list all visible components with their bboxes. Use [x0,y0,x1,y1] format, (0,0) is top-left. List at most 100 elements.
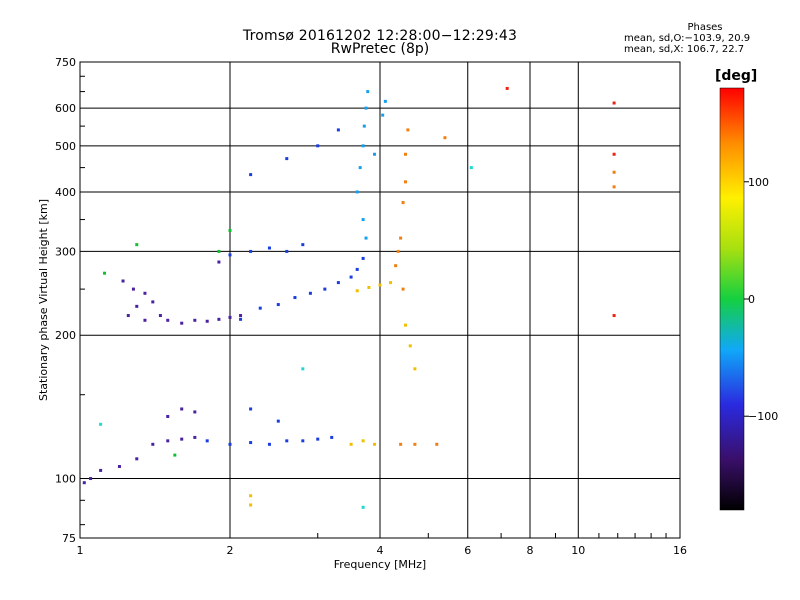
y-tick-label: 300 [55,245,76,258]
plot-frame [79,61,681,539]
data-point [135,243,139,247]
data-point [469,166,473,170]
data-point [399,442,403,446]
phase-stats-x-mode: mean, sd,X: 106.7, 22.7 [624,44,745,55]
data-point [435,442,439,446]
data-point [117,464,121,468]
data-point [249,441,253,445]
y-tick-label: 100 [55,473,76,486]
data-point [285,249,289,253]
data-point [361,144,365,148]
data-point [249,503,253,507]
data-point [383,99,387,103]
data-point [361,505,365,509]
data-point [349,275,353,279]
data-points [82,86,616,509]
data-point [373,152,377,156]
data-point [355,289,359,293]
data-point [366,90,370,94]
data-point [205,439,209,443]
y-tick-label: 200 [55,329,76,342]
data-point [316,144,320,148]
y-tick-label: 600 [55,102,76,115]
data-point [301,243,305,247]
data-point [612,101,616,105]
colorbar [719,87,745,511]
data-point [249,407,253,411]
data-point [249,173,253,177]
phase-stats-o-mode: mean, sd,O:−103.9, 20.9 [624,33,751,44]
data-point [217,317,221,321]
data-point [612,152,616,156]
data-point [166,439,170,443]
data-point [367,285,371,289]
data-point [408,344,412,348]
colorbar-ticks: 100 0 −100 [744,176,778,423]
x-tick-label: 4 [377,544,384,557]
data-point [406,128,410,132]
data-point [239,314,243,318]
data-point [103,271,107,275]
data-point [401,201,405,205]
data-point [361,439,365,443]
data-point [276,303,280,307]
data-point [135,304,139,308]
data-point [394,264,398,268]
data-point [389,281,393,285]
data-point [349,442,353,446]
data-point [403,152,407,156]
data-point [99,468,103,472]
grid [80,62,680,538]
x-axis-label: Frequency [MHz] [334,558,426,571]
data-point [413,442,417,446]
data-point [413,367,417,371]
data-point [249,494,253,498]
data-point [403,180,407,184]
x-tick-label: 10 [571,544,585,557]
data-point [89,477,93,481]
data-point [205,319,209,323]
data-point [361,218,365,222]
data-point [151,442,155,446]
data-point [166,318,170,322]
data-point [82,481,86,485]
data-point [612,170,616,174]
data-point [336,281,340,285]
data-point [131,287,135,291]
data-point [143,318,147,322]
data-point [173,453,177,457]
data-point [143,291,147,295]
data-point [228,315,232,319]
data-point [217,249,221,253]
data-point [180,407,184,411]
data-point [361,256,365,260]
data-point [355,190,359,194]
x-tick-label: 8 [527,544,534,557]
data-point [228,442,232,446]
chart-title: Tromsø 20161202 12:28:00−12:29:43 [242,28,518,44]
colorbar-tick-label: −100 [748,410,778,423]
data-point [151,300,155,304]
data-point [364,236,368,240]
colorbar-unit: [deg] [715,68,758,84]
x-tick-label: 2 [227,544,234,557]
data-point [364,106,368,110]
chart-subtitle: RwPretec (8p) [330,41,430,57]
data-point [135,457,139,461]
y-tick-label: 75 [62,532,76,545]
data-point [166,414,170,418]
y-axis-label: Stationary phase Virtual Height [km] [37,199,50,401]
data-point [180,437,184,441]
data-point [443,136,447,140]
data-point [378,283,382,287]
x-tick-label: 1 [77,544,84,557]
x-tick-label: 6 [464,544,471,557]
data-point [301,367,305,371]
data-point [267,442,271,446]
data-point [396,249,400,253]
data-point [399,236,403,240]
axes: 1 2 4 6 8 10 16 75 100 200 300 400 500 600 750 [55,56,687,557]
data-point [258,306,262,310]
data-point [612,314,616,318]
